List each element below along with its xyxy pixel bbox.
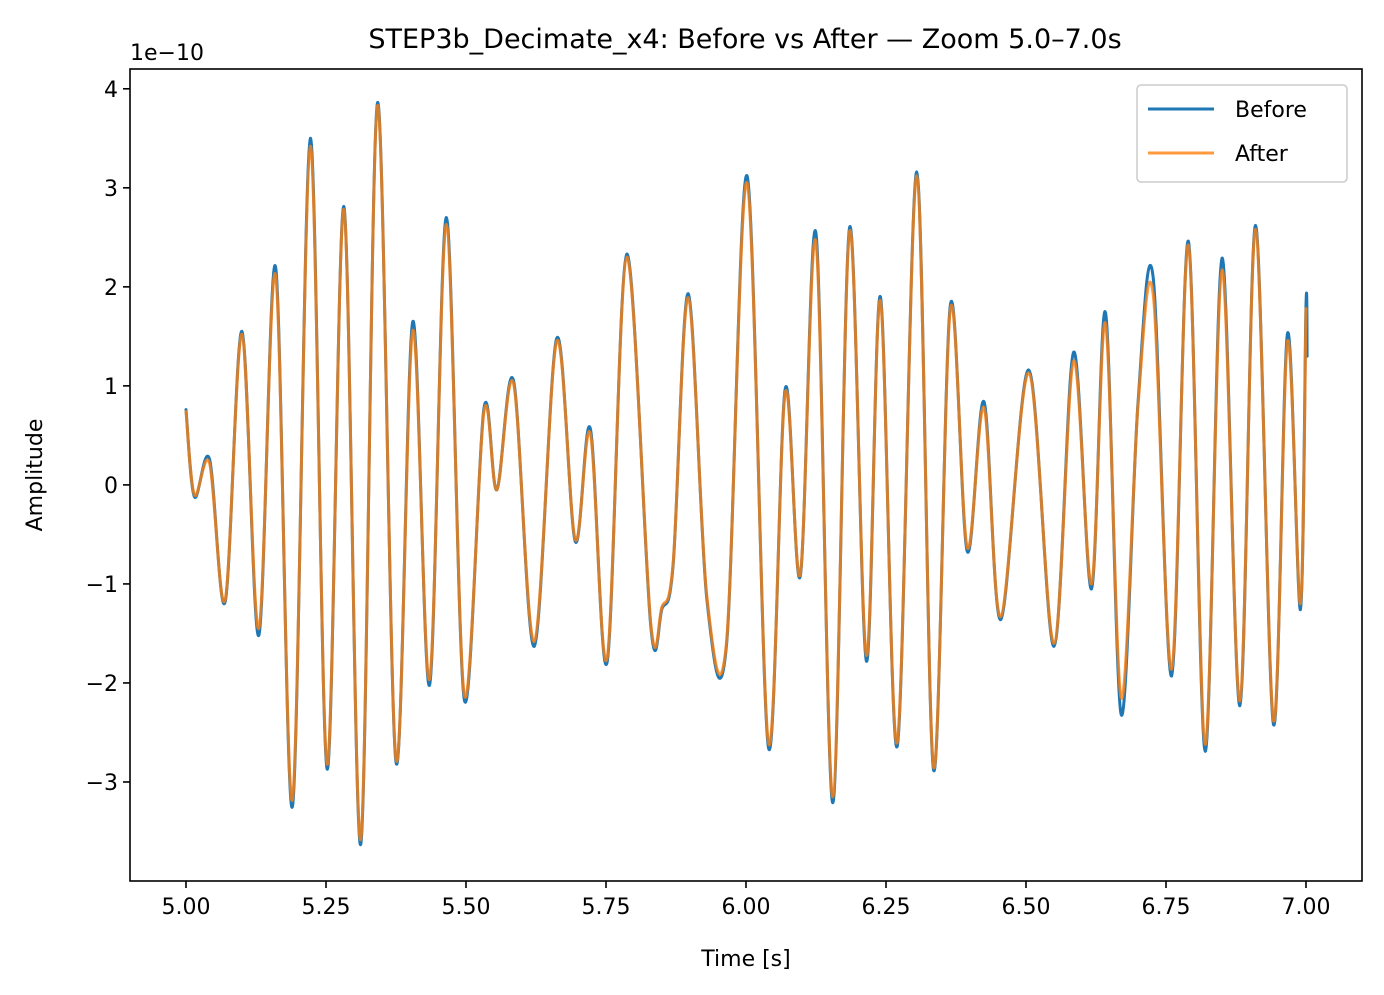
x-tick-label: 6.50 <box>1002 895 1051 920</box>
plot-area-frame <box>129 68 1363 882</box>
y-tick-label: 1 <box>104 375 118 400</box>
x-tick-label: 6.00 <box>722 895 771 920</box>
series-line-after <box>184 104 1308 841</box>
legend-label-before: Before <box>1235 98 1307 123</box>
y-tick-label: −1 <box>86 573 118 598</box>
x-tick-label: 5.50 <box>442 895 491 920</box>
x-axis-label: Time [s] <box>700 947 790 972</box>
y-offset-text: 1e−10 <box>130 41 204 66</box>
y-tick-label: 3 <box>104 177 118 202</box>
x-tick-label: 5.25 <box>302 895 351 920</box>
y-tick-label: 0 <box>104 474 118 499</box>
legend-label-after: After <box>1235 142 1289 167</box>
legend: Before After <box>1136 84 1348 183</box>
x-tick-label: 6.75 <box>1142 895 1191 920</box>
chart-title: STEP3b_Decimate_x4: Before vs After — Zo… <box>368 24 1121 55</box>
x-tick-label: 5.00 <box>162 895 211 920</box>
series-layer <box>184 101 1309 846</box>
y-axis-ticks: −3 −2 −1 0 1 2 3 4 <box>86 78 130 796</box>
y-tick-label: −2 <box>86 672 118 697</box>
y-tick-label: 4 <box>104 78 118 103</box>
y-tick-label: 2 <box>104 276 118 301</box>
y-axis-label: Amplitude <box>23 419 48 532</box>
x-tick-label: 7.00 <box>1282 895 1331 920</box>
x-tick-label: 6.25 <box>862 895 911 920</box>
y-tick-label: −3 <box>86 771 118 796</box>
x-axis-ticks: 5.00 5.25 5.50 5.75 6.00 6.25 6.50 6.75 7.00 <box>162 881 1331 920</box>
x-tick-label: 5.75 <box>582 895 631 920</box>
